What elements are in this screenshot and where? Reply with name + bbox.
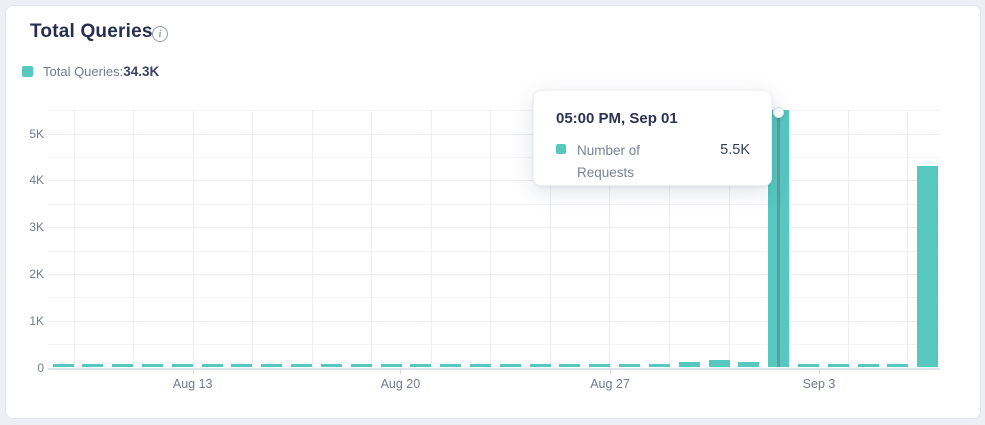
- tooltip-series-swatch: [556, 144, 566, 154]
- legend-label: Total Queries:: [43, 64, 124, 79]
- vertical-gridline: [430, 110, 432, 368]
- info-icon[interactable]: i: [152, 26, 168, 42]
- vertical-gridline: [490, 110, 492, 368]
- legend[interactable]: Total Queries: 34.3K: [22, 64, 159, 79]
- tooltip-row: Number of Requests 5.5K: [556, 140, 750, 183]
- bar-aug-14[interactable]: [231, 363, 253, 368]
- bar-sep-6[interactable]: [917, 166, 939, 368]
- bar-aug-9[interactable]: [82, 363, 104, 368]
- bar-aug-18[interactable]: [350, 363, 372, 368]
- bar-aug-16[interactable]: [291, 363, 313, 368]
- vertical-gridline: [669, 110, 670, 368]
- tooltip-title: 05:00 PM, Sep 01: [556, 110, 678, 127]
- y-axis-tick-label: 3K: [29, 220, 44, 235]
- x-axis-tick-label: Aug 27: [590, 376, 630, 391]
- bar-aug-31[interactable]: [738, 362, 760, 368]
- bar-aug-13[interactable]: [201, 363, 223, 368]
- y-axis-tick-label: 2K: [29, 266, 44, 281]
- y-axis-tick-label: 1K: [29, 313, 44, 328]
- bar-sep-2[interactable]: [798, 363, 819, 368]
- x-axis-tick-label: Aug 13: [172, 376, 213, 391]
- x-axis-tick-label: Sep 3: [802, 376, 836, 391]
- legend-swatch: [22, 66, 33, 77]
- horizontal-gridline: [48, 133, 940, 135]
- vertical-gridline: [847, 110, 849, 368]
- vertical-gridline: [549, 110, 551, 368]
- vertical-gridline: [609, 110, 611, 368]
- bar-aug-23[interactable]: [499, 363, 521, 368]
- y-axis-tick-label: 4K: [29, 173, 44, 188]
- bar-aug-15[interactable]: [261, 363, 283, 368]
- bar-sep-3[interactable]: [827, 363, 849, 368]
- x-axis-tick-mark: [819, 368, 820, 374]
- horizontal-gridline: [48, 203, 940, 205]
- horizontal-gridline: [48, 180, 940, 182]
- bar-aug-21[interactable]: [440, 363, 462, 368]
- hover-crosshair-line: [777, 110, 780, 368]
- bar-aug-20[interactable]: [410, 363, 432, 368]
- vertical-gridline: [907, 110, 909, 368]
- x-axis-tick-label: Aug 20: [380, 376, 421, 391]
- horizontal-gridline: [48, 227, 940, 229]
- chart-title: Total Queries: [30, 21, 153, 42]
- bar-aug-10[interactable]: [112, 363, 134, 368]
- bar-aug-12[interactable]: [171, 363, 193, 368]
- chart-card: [5, 5, 981, 419]
- bar-aug-24[interactable]: [529, 363, 551, 368]
- horizontal-gridline: [48, 297, 940, 299]
- tooltip-series-label: Number of Requests: [577, 143, 641, 180]
- bar-aug-25[interactable]: [559, 363, 581, 368]
- horizontal-gridline: [48, 344, 940, 346]
- bar-aug-19[interactable]: [380, 363, 402, 368]
- vertical-gridline: [728, 110, 730, 368]
- x-axis-tick-mark: [400, 368, 402, 374]
- x-axis-tick-mark: [192, 368, 194, 374]
- horizontal-gridline: [48, 320, 940, 322]
- vertical-gridline: [252, 110, 254, 368]
- y-axis-tick-label: 0: [37, 360, 44, 375]
- bar-aug-17[interactable]: [320, 363, 342, 368]
- vertical-gridline: [192, 110, 194, 368]
- horizontal-gridline: [48, 273, 940, 275]
- bar-aug-26[interactable]: [589, 363, 611, 368]
- bar-aug-22[interactable]: [469, 363, 491, 368]
- vertical-gridline: [311, 110, 313, 368]
- tooltip-value: 5.5K: [720, 142, 750, 158]
- vertical-gridline: [371, 110, 373, 368]
- bar-sep-4[interactable]: [857, 363, 879, 368]
- x-axis-tick-mark: [610, 368, 611, 374]
- horizontal-gridline: [48, 110, 940, 112]
- legend-value: 34.3K: [123, 64, 160, 79]
- horizontal-gridline: [48, 250, 940, 252]
- bar-aug-11[interactable]: [141, 363, 163, 368]
- bar-aug-30[interactable]: [708, 360, 730, 368]
- bar-aug-8[interactable]: [52, 363, 74, 368]
- x-axis-baseline: [48, 367, 940, 370]
- bar-aug-28[interactable]: [648, 363, 670, 368]
- horizontal-gridline: [48, 156, 940, 158]
- bar-aug-29[interactable]: [678, 362, 700, 368]
- vertical-gridline: [73, 110, 75, 368]
- chart-tooltip: 05:00 PM, Sep 01 Number of Requests 5.5K: [533, 90, 772, 186]
- y-axis-tick-label: 5K: [29, 126, 44, 141]
- hover-marker-dot: [773, 107, 785, 119]
- bar-sep-5[interactable]: [887, 363, 909, 368]
- vertical-gridline: [133, 110, 135, 368]
- bar-aug-27[interactable]: [619, 363, 641, 368]
